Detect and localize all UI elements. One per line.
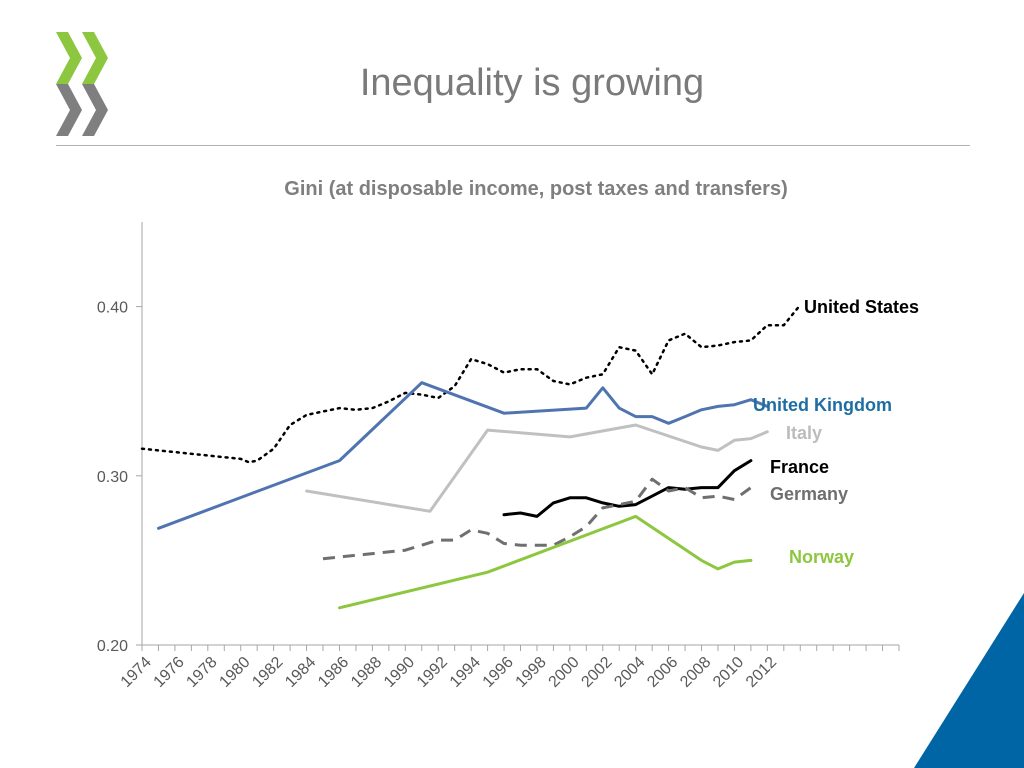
x-tick-label: 1994 — [447, 654, 484, 691]
x-tick-label: 1982 — [249, 654, 286, 691]
x-tick-label: 2008 — [677, 654, 714, 691]
chart-title: Gini (at disposable income, post taxes a… — [284, 178, 788, 200]
x-tick-label: 2006 — [644, 654, 681, 691]
x-tick-label: 2010 — [710, 654, 747, 691]
series-label-italy: Italy — [786, 423, 822, 443]
series-line-united-states — [140, 303, 802, 464]
y-tick-label: 0.20 — [97, 638, 128, 655]
x-tick-label: 2002 — [578, 654, 615, 691]
series-line-norway — [338, 514, 753, 610]
x-tick-label: 1974 — [118, 654, 155, 691]
series-label-germany: Germany — [770, 484, 848, 504]
series-label-united-kingdom: United Kingdom — [753, 395, 892, 415]
x-tick-label: 1988 — [348, 654, 385, 691]
x-tick-label: 1976 — [151, 654, 188, 691]
logo-grey-chevron-right — [82, 84, 108, 136]
logo-green-chevron-right — [82, 32, 108, 84]
corner-decoration — [914, 593, 1024, 768]
x-tick-label: 1992 — [414, 654, 451, 691]
slide-title: Inequality is growing — [359, 62, 705, 104]
x-tick-label: 1980 — [216, 654, 253, 691]
x-tick-label: 1998 — [513, 654, 550, 691]
logo-green-chevron-left — [56, 32, 82, 84]
logo-grey-chevron-left — [56, 84, 82, 136]
series-label-france: France — [770, 457, 829, 477]
series-line-germany — [322, 477, 752, 561]
series-line-italy — [305, 423, 769, 513]
oecd-logo — [56, 32, 108, 136]
series-line-united-kingdom — [157, 381, 769, 530]
x-tick-label: 1996 — [480, 654, 517, 691]
x-tick-label: 2012 — [743, 654, 780, 691]
x-tick-label: 1978 — [183, 654, 220, 691]
series-label-united-states: United States — [804, 297, 919, 317]
y-tick-label: 0.30 — [97, 469, 128, 486]
series-label-norway: Norway — [789, 547, 854, 567]
chart-series — [140, 303, 802, 610]
x-tick-label: 1990 — [381, 654, 418, 691]
series-labels: United States United Kingdom Italy France Ge… — [753, 297, 919, 567]
x-tick-label: 2000 — [546, 654, 583, 691]
x-tick-label: 1986 — [315, 654, 352, 691]
x-tick-label: 2004 — [611, 654, 648, 691]
title-divider — [56, 145, 970, 146]
corner-blue-triangle — [914, 593, 1024, 768]
y-tick-label: 0.40 — [97, 300, 128, 317]
series-line-france — [502, 459, 753, 518]
x-tick-label: 1984 — [282, 654, 319, 691]
